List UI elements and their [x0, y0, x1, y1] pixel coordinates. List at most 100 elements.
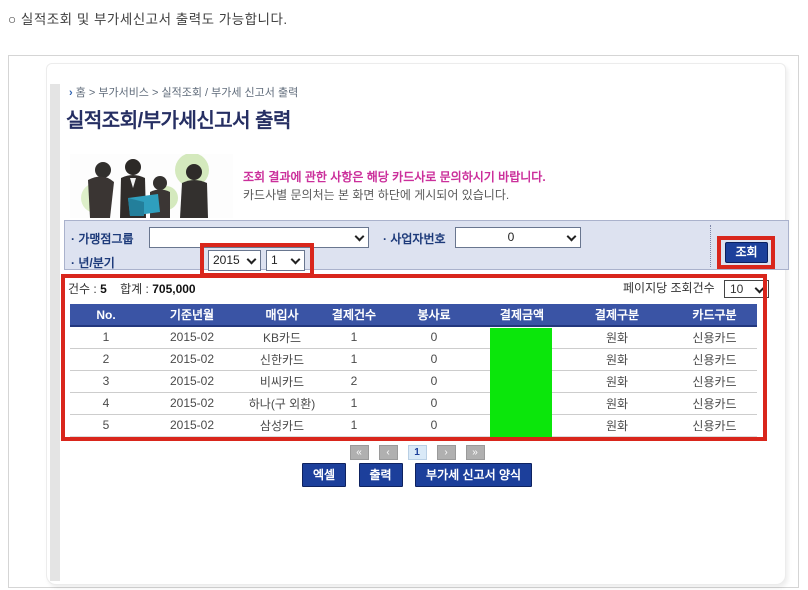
chevron-down-icon [566, 231, 577, 242]
chevron-down-icon [290, 254, 301, 265]
table-cell: 비씨카드 [242, 370, 322, 393]
table-cell: 2015-02 [142, 326, 242, 349]
banner-people-image [70, 154, 233, 218]
table-cell: 1 [322, 414, 386, 437]
notice-line-2: 카드사별 문의처는 본 화면 하단에 게시되어 있습니다. [243, 188, 510, 202]
breadcrumb-arrow-icon: › [69, 87, 73, 99]
table-cell: 원화 [562, 370, 672, 393]
table-cell: 4 [70, 392, 142, 415]
results-table: No. 기준년월 매입사 결제건수 봉사료 결제금액 결제구분 카드구분 1 2015-02 KB… [70, 304, 757, 437]
total-label: 합계 : [120, 282, 149, 296]
breadcrumb-text: 홈 > 부가서비스 > 실적조회 / 부가세 신고서 출력 [75, 87, 299, 99]
chevron-down-icon [354, 231, 365, 242]
table-cell: 2015-02 [142, 348, 242, 371]
quarter-select[interactable]: 1 [266, 250, 305, 271]
table-cell: 삼성카드 [242, 414, 322, 437]
excel-button[interactable]: 엑셀 [301, 463, 347, 487]
column-header: 봉사료 [386, 304, 482, 327]
table-cell: 원화 [562, 414, 672, 437]
table-cell: 3 [70, 370, 142, 393]
print-button[interactable]: 출력 [358, 463, 403, 487]
screenshot-panel: › 홈 > 부가서비스 > 실적조회 / 부가세 신고서 출력 실적조회/부가세신… [46, 63, 789, 585]
table-cell: 신용카드 [672, 414, 757, 437]
vat-form-button[interactable]: 부가세 신고서 양식 [415, 463, 533, 487]
table-cell: 1 [322, 392, 386, 415]
table-cell: KB카드 [242, 326, 322, 349]
table-cell: 1 [322, 326, 386, 349]
search-button[interactable]: 조회 [725, 242, 768, 263]
column-header: 결제건수 [322, 304, 386, 327]
column-header: 매입사 [242, 304, 322, 327]
notice-text: 조회 결과에 관한 사항은 해당 카드사로 문의하시기 바랍니다. 카드사별 문… [243, 168, 546, 204]
table-row: 5 2015-02 삼성카드 1 0 원화 신용카드 [70, 414, 757, 437]
business-number-label: · 사업자번호 [383, 232, 446, 246]
table-cell: 신용카드 [672, 326, 757, 349]
column-header: 기준년월 [142, 304, 242, 327]
people-illustration [70, 154, 233, 218]
merchant-group-select[interactable] [149, 227, 369, 248]
action-buttons: 엑셀 출력 부가세 신고서 양식 [47, 463, 787, 487]
pagination-button[interactable]: ‹ [378, 445, 398, 460]
search-form: · 가맹점그룹 · 사업자번호 0 · 년/분기 2015 1 조회 [64, 220, 789, 277]
table-cell: 원화 [562, 392, 672, 415]
table-cell: 2 [70, 348, 142, 371]
column-header: No. [70, 304, 142, 327]
table-cell: 2015-02 [142, 414, 242, 437]
table-row: 3 2015-02 비씨카드 2 0 원화 신용카드 [70, 370, 757, 393]
column-header: 결제구분 [562, 304, 672, 327]
table-cell: 0 [386, 414, 482, 437]
pagination-button[interactable]: » [465, 445, 485, 460]
table-row: 1 2015-02 KB카드 1 0 원화 신용카드 [70, 326, 757, 349]
merchant-group-label: · 가맹점그룹 [71, 232, 134, 246]
breadcrumb[interactable]: › 홈 > 부가서비스 > 실적조회 / 부가세 신고서 출력 [69, 84, 298, 100]
form-separator [710, 225, 711, 267]
per-page-label: 페이지당 조회건수 [623, 281, 715, 295]
page-note: ○ 실적조회 및 부가세신고서 출력도 가능합니다. [8, 12, 288, 27]
table-row: 4 2015-02 하나(구 외환) 1 0 원화 신용카드 [70, 392, 757, 415]
page-number-current[interactable]: 1 [407, 445, 427, 460]
privacy-mask-amount-column [490, 328, 552, 438]
table-cell: 2015-02 [142, 392, 242, 415]
quarter-value: 1 [271, 253, 278, 267]
pagination-button[interactable]: › [436, 445, 456, 460]
business-number-select[interactable]: 0 [455, 227, 581, 248]
table-cell: 원화 [562, 348, 672, 371]
per-page-value: 10 [730, 281, 744, 296]
table-cell: 신한카드 [242, 348, 322, 371]
content-frame: › 홈 > 부가서비스 > 실적조회 / 부가세 신고서 출력 실적조회/부가세신… [8, 55, 799, 588]
business-number-value: 0 [507, 230, 515, 244]
table-cell: 신용카드 [672, 392, 757, 415]
year-quarter-label: · 년/분기 [71, 256, 115, 270]
column-header: 결제금액 [482, 304, 562, 327]
table-cell: 1 [70, 326, 142, 349]
year-select[interactable]: 2015 [208, 250, 261, 271]
table-cell: 신용카드 [672, 370, 757, 393]
chevron-down-icon [754, 283, 765, 294]
table-header-row: No. 기준년월 매입사 결제건수 봉사료 결제금액 결제구분 카드구분 [70, 304, 757, 327]
count-value: 5 [100, 282, 107, 296]
column-header: 카드구분 [672, 304, 757, 327]
table-cell: 0 [386, 326, 482, 349]
table-cell: 0 [386, 348, 482, 371]
per-page-control: 페이지당 조회건수 10 [623, 278, 769, 298]
count-label: 건수 : [68, 282, 97, 296]
pagination: « ‹ 1 › » [47, 442, 787, 460]
table-cell: 신용카드 [672, 348, 757, 371]
per-page-select[interactable]: 10 [724, 279, 769, 298]
table-cell: 1 [322, 348, 386, 371]
year-value: 2015 [213, 253, 240, 267]
table-cell: 0 [386, 370, 482, 393]
chevron-down-icon [246, 254, 257, 265]
total-value: 705,000 [152, 282, 196, 296]
table-cell: 하나(구 외환) [242, 392, 322, 415]
pagination-button[interactable]: « [349, 445, 369, 460]
table-row: 2 2015-02 신한카드 1 0 원화 신용카드 [70, 348, 757, 371]
page-title: 실적조회/부가세신고서 출력 [66, 110, 291, 132]
left-strip [50, 84, 60, 581]
table-cell: 5 [70, 414, 142, 437]
table-cell: 0 [386, 392, 482, 415]
result-summary: 건수 : 5 합계 : 705,000 [68, 280, 196, 297]
table-cell: 2 [322, 370, 386, 393]
table-cell: 2015-02 [142, 370, 242, 393]
table-cell: 원화 [562, 326, 672, 349]
